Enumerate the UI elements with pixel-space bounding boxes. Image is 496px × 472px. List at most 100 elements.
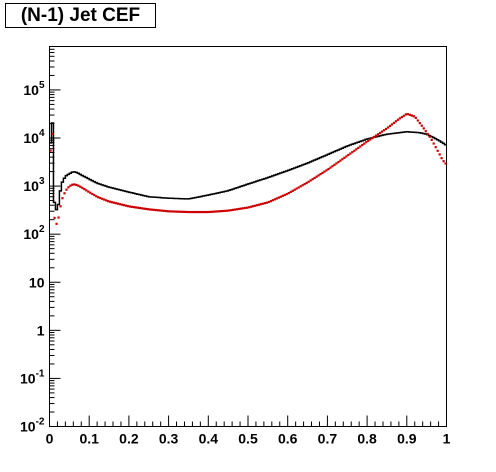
data-point [142, 207, 145, 210]
data-point [242, 207, 245, 210]
data-point [325, 169, 328, 172]
data-point [63, 192, 66, 195]
data-point [192, 210, 195, 214]
data-point [115, 202, 118, 205]
data-point [71, 183, 74, 186]
data-point [75, 183, 78, 187]
data-point [103, 198, 106, 201]
x-tick-label: 1 [443, 431, 451, 447]
x-tick-label: 0.4 [199, 431, 219, 447]
data-point [428, 135, 431, 138]
data-point [420, 124, 423, 127]
axis-ticks [49, 46, 447, 427]
data-point [351, 151, 354, 154]
data-series [49, 113, 447, 225]
series-2 [49, 113, 447, 225]
data-point [396, 118, 400, 121]
data-point [287, 191, 290, 195]
data-point [299, 185, 302, 188]
data-point [371, 137, 374, 140]
data-point [253, 204, 257, 207]
data-point [53, 216, 56, 219]
data-point [301, 184, 304, 187]
data-point [261, 202, 265, 205]
data-point [279, 195, 282, 198]
data-point [138, 206, 142, 210]
data-point [61, 197, 64, 200]
data-point [156, 209, 159, 212]
data-point [311, 178, 314, 181]
data-point [220, 210, 223, 213]
data-point [122, 204, 126, 207]
data-point [144, 207, 147, 210]
data-point [353, 149, 356, 152]
x-tick-label: 0.1 [79, 431, 99, 447]
data-point [194, 210, 197, 214]
data-point [412, 115, 415, 118]
data-point [128, 205, 132, 208]
data-point [178, 210, 181, 213]
data-point [404, 113, 408, 116]
data-point [414, 116, 417, 120]
data-point [432, 142, 435, 145]
data-point [402, 114, 406, 117]
data-point [198, 210, 201, 214]
data-point [152, 208, 155, 211]
data-point [426, 132, 429, 136]
x-tick-label: 0.3 [159, 431, 179, 447]
data-point [337, 160, 340, 164]
data-point [367, 139, 370, 142]
data-point [232, 208, 235, 211]
data-point [319, 173, 322, 176]
data-point [89, 191, 92, 194]
data-point [69, 184, 72, 187]
data-point [257, 203, 261, 206]
data-point [180, 210, 183, 213]
data-point [67, 186, 70, 189]
data-point [315, 175, 318, 178]
series-1 [49, 122, 447, 211]
data-point [251, 205, 255, 208]
data-point [363, 142, 366, 145]
x-tick-label: 0.6 [278, 431, 298, 447]
data-point [380, 130, 384, 133]
data-point [236, 208, 239, 211]
data-point [329, 166, 332, 169]
data-point [345, 155, 348, 158]
data-point [406, 113, 409, 116]
data-point [212, 210, 215, 213]
data-point [271, 199, 275, 202]
data-point [59, 205, 62, 208]
data-point [216, 210, 219, 213]
data-point [384, 127, 388, 131]
x-tick-label: 0 [46, 431, 54, 447]
data-point [369, 138, 372, 141]
y-tick-label: 102 [23, 224, 45, 242]
data-point [166, 210, 169, 213]
data-point [408, 113, 411, 116]
data-point [255, 204, 259, 207]
data-point [331, 165, 334, 168]
data-point [136, 206, 140, 209]
data-point [65, 188, 68, 191]
data-point [230, 209, 233, 212]
data-point [190, 210, 193, 214]
data-point [85, 189, 88, 192]
y-tick-label: 10-1 [20, 368, 45, 386]
data-point [214, 210, 217, 213]
data-point [164, 209, 167, 213]
data-point [267, 200, 271, 204]
x-tick-label: 0.7 [318, 431, 338, 447]
data-point [79, 185, 82, 188]
data-point [87, 190, 90, 193]
data-point [238, 207, 241, 211]
data-point [97, 196, 100, 199]
data-point [224, 209, 227, 212]
y-tick-label: 104 [23, 128, 45, 146]
data-point [93, 194, 96, 197]
x-tick-label: 0.2 [119, 431, 139, 447]
data-point [273, 198, 276, 201]
data-point [422, 127, 425, 130]
data-point [305, 181, 308, 185]
data-point [158, 209, 161, 212]
